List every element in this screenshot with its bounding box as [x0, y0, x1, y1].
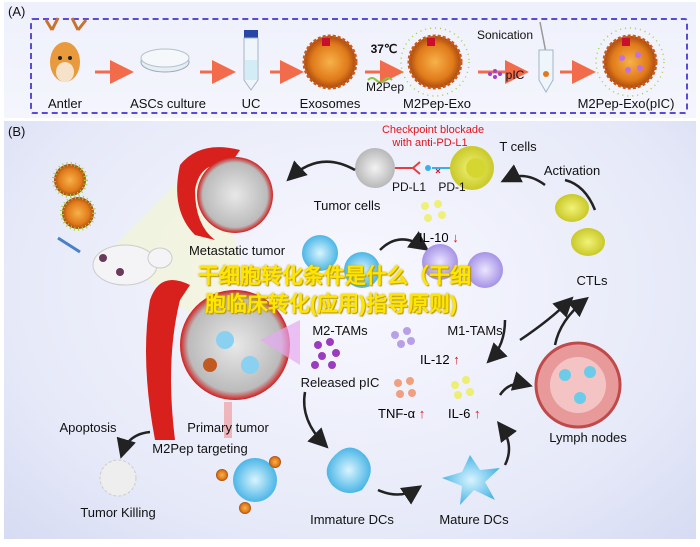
temperature-label: 37℃ [370, 42, 398, 56]
mature-dcs-label: Mature DCs [439, 512, 509, 527]
activation-label: Activation [543, 163, 601, 178]
m2pep-exo-pic-icon [595, 27, 665, 97]
il12-label: IL-12 ↑ [420, 352, 460, 367]
tumor-killing-label: Tumor Killing [80, 505, 156, 520]
checkpoint-label-line1: Checkpoint blockade [381, 124, 485, 136]
panel-a-label: (A) [8, 4, 26, 19]
il6-label: IL-6 ↑ [448, 406, 481, 421]
step-label-m2pep-exo-pic: M2Pep-Exo(pIC) [577, 96, 675, 111]
up-arrow-icon: ↑ [418, 406, 426, 421]
pic-particles-icon [488, 69, 502, 79]
m2-tam-cells [302, 235, 380, 288]
pic-label: pIC [505, 68, 525, 82]
il6-cytokines [451, 376, 474, 399]
released-pic-label: Released pIC [300, 375, 380, 390]
step-label-m2pep-exo: M2Pep-Exo [403, 96, 471, 111]
primary-tumor-icon [146, 280, 300, 440]
dead-tumor-cell-icon [99, 459, 137, 497]
t-cells-label: T cells [499, 139, 537, 154]
m1-tams-label: M1-TAMs [447, 323, 503, 338]
centrifuge-tube-icon [243, 30, 259, 91]
down-arrow-icon: ↓ [452, 230, 459, 245]
ctls-label: CTLs [576, 273, 608, 288]
t-cell-icon [450, 146, 494, 190]
step-label-antler: Antler [48, 96, 82, 111]
il12-cytokines [391, 327, 415, 348]
m2-macrophage-targeted-icon [216, 456, 281, 514]
sonication-label: Sonication [476, 28, 534, 42]
mature-dc-icon [442, 455, 500, 505]
tumor-cell-icon [355, 148, 395, 188]
checkpoint-label-line2: with anti-PD-L1 [392, 137, 468, 149]
exosome-icon [302, 34, 358, 90]
released-pic-particles [311, 338, 340, 369]
metastatic-tumor-icon [177, 147, 273, 240]
mouse-icon [57, 236, 173, 286]
m2-tams-label: M2-TAMs [312, 323, 368, 338]
m2pep-peptide-icon [367, 77, 393, 83]
exosome-nanoparticle-icon [52, 162, 96, 231]
up-arrow-icon: ↑ [453, 352, 460, 367]
tumor-cells-label: Tumor cells [313, 198, 381, 213]
ctl-cells-icon [555, 194, 605, 256]
panel-a-dashed-frame [30, 18, 688, 114]
m2pep-label: M2Pep [365, 80, 405, 94]
tnf-cytokines [394, 377, 416, 398]
up-arrow-icon: ↑ [474, 406, 481, 421]
culture-dish-icon [140, 48, 190, 73]
step-label-exosomes: Exosomes [299, 96, 361, 111]
deer-icon [44, 17, 88, 82]
primary-tumor-label: Primary tumor [187, 420, 269, 435]
pd-l1-pd-1-binding [395, 161, 452, 175]
lymph-nodes-label: Lymph nodes [549, 430, 627, 445]
tnf-alpha-label: TNF-α ↑ [378, 406, 426, 421]
panel-b-label: (B) [8, 124, 26, 139]
m2pep-targeting-label: M2Pep targeting [152, 441, 248, 456]
pd-l1-label: PD-L1 [391, 180, 427, 194]
il10-label: IL-10 ↓ [419, 230, 459, 245]
step-label-uc: UC [241, 96, 261, 111]
overlay-caption-line2: 胞临床转化(应用)指导原则) [205, 293, 457, 316]
metastatic-tumor-label: Metastatic tumor [188, 243, 286, 258]
pd-1-label: PD-1 [438, 180, 466, 194]
sonication-tube-icon [538, 21, 554, 93]
apoptosis-label: Apoptosis [59, 420, 117, 435]
m1-tam-cells [422, 244, 503, 288]
immature-dcs-label: Immature DCs [310, 512, 394, 527]
m2pep-exo-icon [400, 27, 470, 97]
il10-cytokines [421, 200, 446, 222]
overlay-caption-line1: 干细胞转化条件是什么（干细 [198, 265, 471, 288]
step-label-ascs-culture: ASCs culture [130, 96, 206, 111]
lymph-node-icon [534, 341, 622, 429]
immature-dc-icon [326, 447, 371, 494]
